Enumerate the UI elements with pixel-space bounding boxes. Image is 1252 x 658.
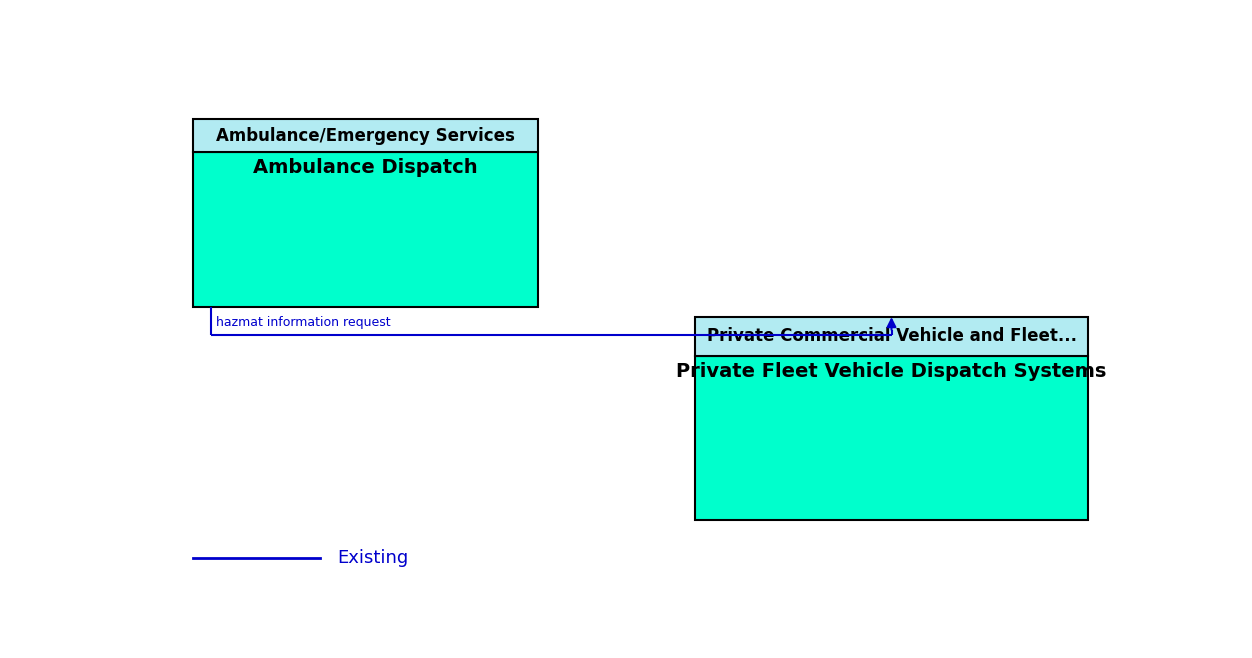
Text: Ambulance/Emergency Services: Ambulance/Emergency Services bbox=[217, 127, 515, 145]
Bar bbox=[193, 120, 538, 152]
Bar bbox=[695, 317, 1088, 355]
Text: hazmat information request: hazmat information request bbox=[215, 316, 391, 329]
Text: Private Fleet Vehicle Dispatch Systems: Private Fleet Vehicle Dispatch Systems bbox=[676, 362, 1107, 381]
Text: Existing: Existing bbox=[337, 549, 408, 567]
Bar bbox=[193, 152, 538, 307]
Bar bbox=[695, 355, 1088, 520]
Text: Private Commercial Vehicle and Fleet...: Private Commercial Vehicle and Fleet... bbox=[706, 327, 1077, 345]
Text: Ambulance Dispatch: Ambulance Dispatch bbox=[253, 159, 478, 178]
